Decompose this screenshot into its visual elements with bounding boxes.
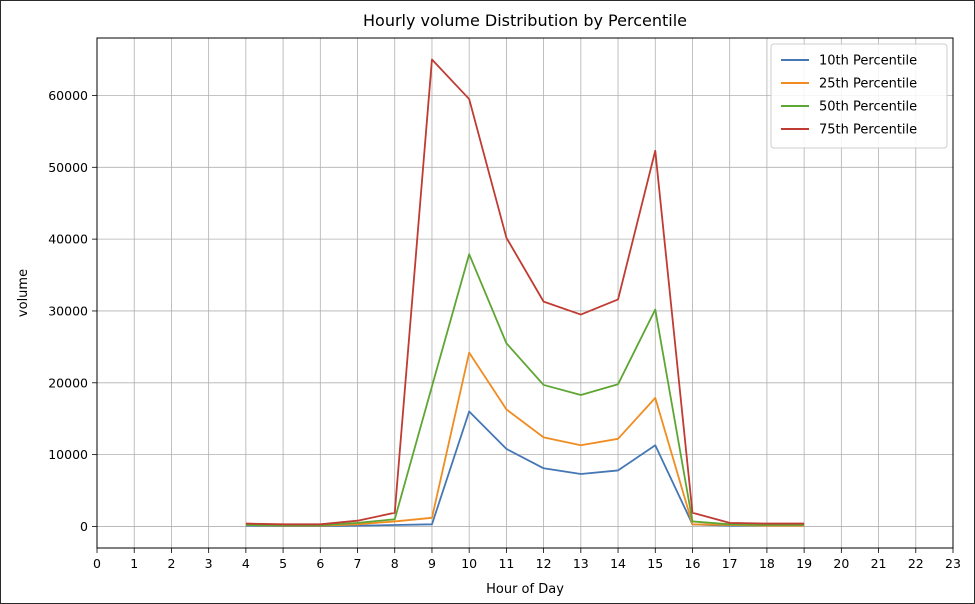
series-line-3 bbox=[245, 253, 805, 527]
x-tick-label: 2 bbox=[167, 556, 175, 571]
x-tick-label: 14 bbox=[610, 556, 626, 571]
y-axis: 0 10000 20000 30000 40000 50000 60000 bbox=[48, 88, 97, 534]
x-tick-label: 17 bbox=[722, 556, 738, 571]
x-tick-label: 16 bbox=[685, 556, 701, 571]
x-axis-label: Hour of Day bbox=[486, 582, 564, 597]
x-tick-label: 11 bbox=[498, 556, 514, 571]
x-axis: 0 1 2 3 4 5 6 7 8 9 10 11 12 13 14 15 16 17 18 19 20 21 22 23 bbox=[93, 548, 961, 571]
legend-label: 50th Percentile bbox=[819, 100, 917, 115]
x-tick-label: 8 bbox=[391, 556, 399, 571]
chart-title: Hourly volume Distribution by Percentile bbox=[363, 11, 687, 30]
x-tick-label: 12 bbox=[536, 556, 552, 571]
x-tick-label: 7 bbox=[354, 556, 362, 571]
x-tick-label: 20 bbox=[833, 556, 849, 571]
y-tick-label: 10000 bbox=[48, 447, 88, 462]
legend-label: 75th Percentile bbox=[819, 123, 917, 138]
legend-label: 25th Percentile bbox=[819, 77, 917, 92]
x-tick-label: 4 bbox=[242, 556, 250, 571]
legend-label: 10th Percentile bbox=[819, 54, 917, 69]
y-axis-label: volume bbox=[16, 269, 31, 317]
x-tick-label: 1 bbox=[130, 556, 138, 571]
grid bbox=[96, 38, 954, 548]
x-tick-label: 5 bbox=[279, 556, 287, 571]
x-tick-label: 23 bbox=[945, 556, 961, 571]
x-tick-label: 21 bbox=[871, 556, 887, 571]
x-tick-label: 19 bbox=[796, 556, 812, 571]
series-line-1 bbox=[245, 410, 805, 527]
x-tick-label: 18 bbox=[759, 556, 775, 571]
legend-box bbox=[770, 43, 948, 149]
y-tick-label: 60000 bbox=[48, 88, 88, 103]
x-tick-label: 15 bbox=[647, 556, 663, 571]
legend: 10th Percentile 25th Percentile 50th Perce… bbox=[770, 43, 948, 149]
y-tick-label: 30000 bbox=[48, 303, 88, 318]
y-tick-label: 0 bbox=[80, 519, 88, 534]
x-tick-label: 10 bbox=[461, 556, 477, 571]
x-tick-label: 0 bbox=[93, 556, 101, 571]
x-tick-label: 22 bbox=[908, 556, 924, 571]
y-tick-label: 40000 bbox=[48, 232, 88, 247]
series-line-2 bbox=[245, 351, 805, 527]
x-tick-label: 3 bbox=[205, 556, 213, 571]
x-tick-label: 6 bbox=[316, 556, 324, 571]
x-tick-label: 13 bbox=[573, 556, 589, 571]
y-tick-label: 50000 bbox=[48, 160, 88, 175]
plot-area bbox=[96, 37, 954, 549]
y-tick-label: 20000 bbox=[48, 375, 88, 390]
series-lines bbox=[245, 58, 805, 527]
series-line-4 bbox=[245, 58, 805, 526]
x-tick-label: 9 bbox=[428, 556, 436, 571]
